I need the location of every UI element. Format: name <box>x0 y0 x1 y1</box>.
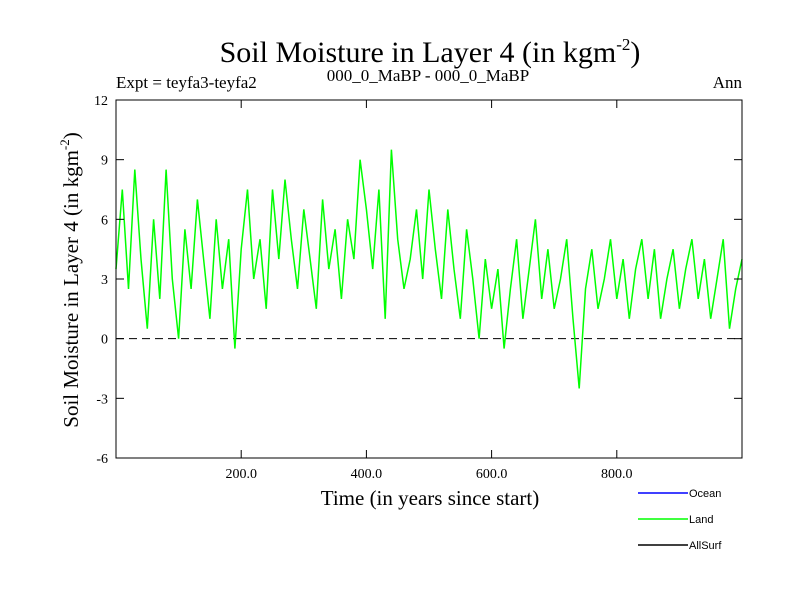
legend-label-land: Land <box>689 514 713 526</box>
x-axis-label: Time (in years since start) <box>321 486 540 510</box>
y-axis-label: Soil Moisture in Layer 4 (in kgm-2) <box>57 132 83 427</box>
y-axis-label-sup: -2 <box>57 139 72 150</box>
legend-label-ocean: Ocean <box>689 488 721 500</box>
series-line-land <box>115 149 743 389</box>
chart-title-sup: -2 <box>616 35 630 54</box>
y-tick-label: 12 <box>94 94 108 109</box>
subtitle-left: Expt = teyfa3-teyfa2 <box>116 73 257 92</box>
legend-label-allsurf: AllSurf <box>689 540 722 552</box>
chart-title: Soil Moisture in Layer 4 (in kgm-2) <box>220 35 641 69</box>
x-tick-label: 200.0 <box>225 467 257 482</box>
x-tick-label: 800.0 <box>601 467 633 482</box>
y-tick-label: 9 <box>101 154 108 169</box>
subtitle-center: 000_0_MaBP - 000_0_MaBP <box>327 66 529 85</box>
y-axis-label-close: ) <box>59 132 83 139</box>
y-tick-label: 6 <box>101 213 108 228</box>
y-tick-label: -6 <box>96 452 108 467</box>
chart-title-close: ) <box>630 36 640 69</box>
x-tick-label: 600.0 <box>476 467 508 482</box>
subtitle-right: Ann <box>713 73 743 92</box>
series-group <box>115 149 743 389</box>
y-tick-label: 3 <box>101 273 108 288</box>
y-tick-label: -3 <box>96 392 108 407</box>
y-tick-label: 0 <box>101 333 108 348</box>
ticks-group: -6 -3 0 3 6 9 12 200.0 400.0 600.0 800.0 <box>94 94 742 482</box>
x-tick-label: 400.0 <box>351 467 383 482</box>
chart-title-main: Soil Moisture in Layer 4 (in kgm <box>220 36 617 69</box>
y-axis-label-main: Soil Moisture in Layer 4 (in kgm <box>59 150 83 428</box>
plot-frame <box>115 99 743 459</box>
legend: Ocean Land AllSurf <box>638 488 722 552</box>
